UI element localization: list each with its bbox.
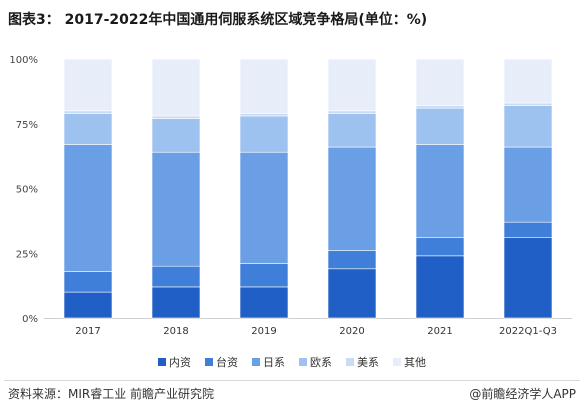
y-tick-label: 50% bbox=[16, 185, 38, 196]
footer-divider bbox=[4, 380, 580, 381]
bar-segment bbox=[415, 237, 465, 257]
legend-item: 其他 bbox=[393, 354, 426, 370]
bar-segment bbox=[327, 113, 377, 148]
y-tick-label: 25% bbox=[16, 249, 38, 260]
bar-segment bbox=[327, 58, 377, 112]
bar-segment bbox=[327, 268, 377, 319]
source-note: 资料来源：MIR睿工业 前瞻产业研究院 bbox=[8, 387, 215, 401]
legend-swatch bbox=[346, 358, 354, 366]
x-tick-label: 2019 bbox=[251, 326, 276, 337]
x-tick-label: 2021 bbox=[427, 326, 452, 337]
bar-segment bbox=[503, 237, 553, 319]
legend-item: 欧系 bbox=[299, 354, 332, 370]
bar-segment bbox=[503, 105, 553, 148]
bar-segment bbox=[503, 102, 553, 106]
bar-segment bbox=[415, 144, 465, 239]
x-tick-label: 2017 bbox=[75, 326, 100, 337]
bar-segment bbox=[415, 105, 465, 109]
bar-segment bbox=[503, 146, 553, 223]
bar-segment bbox=[239, 263, 289, 288]
bar-segment bbox=[151, 115, 201, 119]
y-tick-label: 100% bbox=[9, 55, 38, 66]
legend-item: 内资 bbox=[158, 354, 191, 370]
legend-item: 美系 bbox=[346, 354, 379, 370]
legend-label: 欧系 bbox=[310, 356, 332, 369]
bar-segment bbox=[239, 115, 289, 153]
bar-segment bbox=[239, 151, 289, 264]
bar-segment bbox=[151, 118, 201, 153]
bar-segment bbox=[63, 291, 113, 319]
legend-swatch bbox=[252, 358, 260, 366]
x-tick-label: 2018 bbox=[163, 326, 188, 337]
bar-segment bbox=[63, 271, 113, 293]
brand-credit: @前瞻经济学人APP bbox=[469, 387, 576, 401]
bar-segment bbox=[63, 110, 113, 114]
legend-swatch bbox=[205, 358, 213, 366]
bar-segment bbox=[503, 221, 553, 239]
legend-label: 台资 bbox=[216, 356, 238, 369]
y-tick-label: 0% bbox=[22, 314, 38, 325]
footer: 资料来源：MIR睿工业 前瞻产业研究院 @前瞻经济学人APP bbox=[8, 385, 576, 402]
x-tick-label: 2022Q1-Q3 bbox=[499, 326, 557, 337]
bar-segment bbox=[151, 58, 201, 117]
legend-item: 日系 bbox=[252, 354, 285, 370]
stacked-bar-chart: 0% 25% 50% 75% 100% 2017 2018 2019 2020 2021 2022Q… bbox=[9, 55, 572, 337]
bar-segment bbox=[63, 144, 113, 272]
legend-label: 美系 bbox=[357, 356, 379, 369]
bar-segment bbox=[415, 255, 465, 319]
bar-segment bbox=[415, 107, 465, 145]
legend-swatch bbox=[393, 358, 401, 366]
y-tick-label: 75% bbox=[16, 120, 38, 131]
bar-segment bbox=[151, 151, 201, 267]
bar-segment bbox=[239, 58, 289, 114]
legend-swatch bbox=[299, 358, 307, 366]
bar-segment bbox=[503, 58, 553, 104]
legend-swatch bbox=[158, 358, 166, 366]
legend-item: 台资 bbox=[205, 354, 238, 370]
bar-segment bbox=[327, 250, 377, 270]
bar-segment bbox=[63, 113, 113, 145]
bar-segment bbox=[151, 286, 201, 319]
bar-segment bbox=[151, 265, 201, 288]
bar-segment bbox=[327, 146, 377, 251]
chart-legend: 内资 台资 日系 欧系 美系 其他 bbox=[0, 354, 584, 370]
legend-label: 内资 bbox=[169, 356, 191, 369]
bar-segment bbox=[327, 110, 377, 114]
x-tick-label: 2020 bbox=[339, 326, 364, 337]
legend-label: 其他 bbox=[404, 356, 426, 369]
bar-segment bbox=[239, 286, 289, 319]
bar-segment bbox=[63, 58, 113, 112]
chart-title: 图表3： 2017-2022年中国通用伺服系统区域竞争格局(单位：%) bbox=[8, 12, 428, 28]
bar-segment bbox=[239, 113, 289, 117]
legend-label: 日系 bbox=[263, 356, 285, 369]
bar-segment bbox=[415, 58, 465, 106]
